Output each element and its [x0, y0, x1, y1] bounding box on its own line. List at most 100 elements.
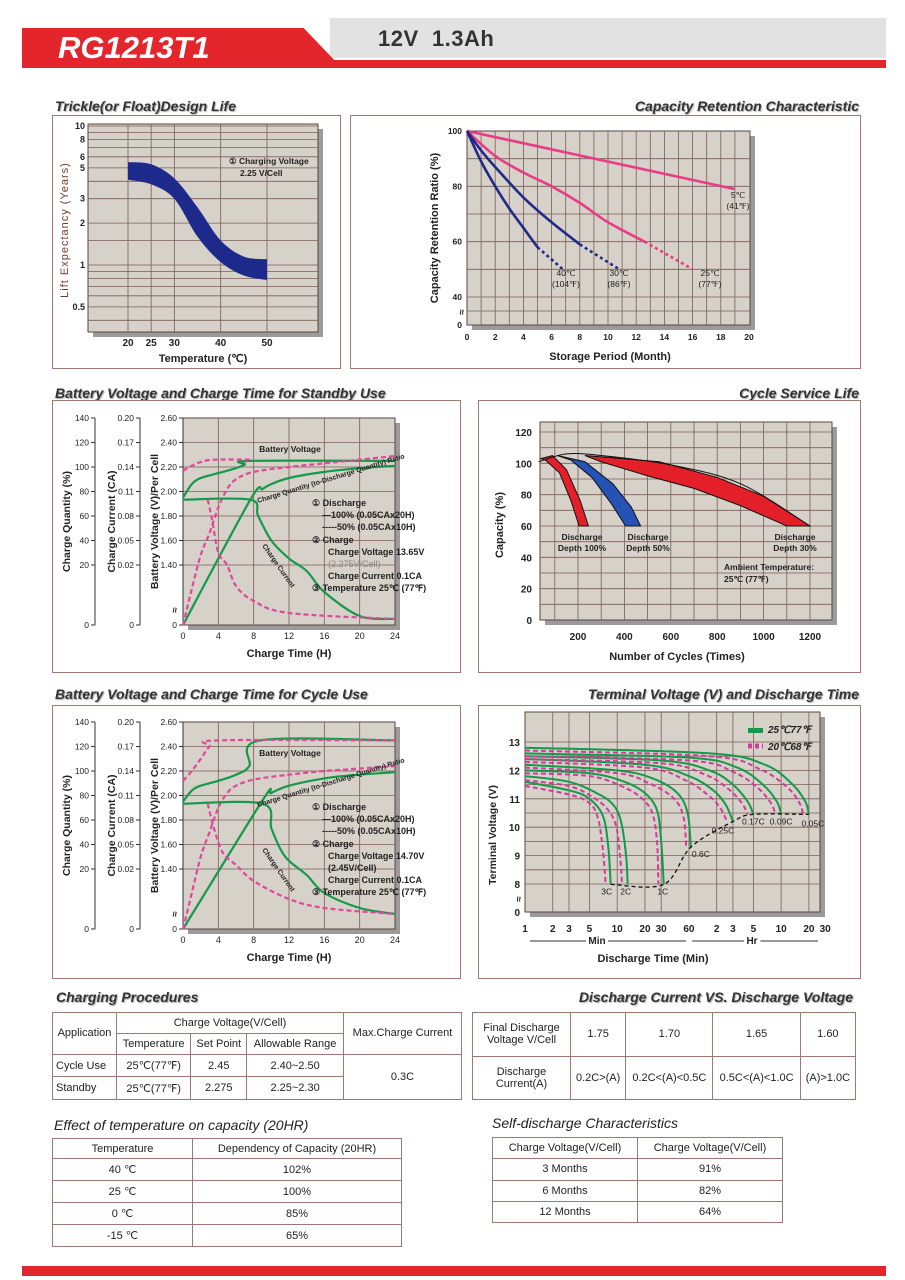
cycle-life-envelope [538, 452, 811, 527]
series-label: 40℃ [556, 268, 575, 278]
y-axis-label: Charge Current (CA) [106, 774, 118, 876]
x-axis-label: Storage Period (Month) [549, 351, 671, 363]
c-tick-label: 0 [129, 924, 134, 934]
y-tick-label: 60 [453, 237, 463, 247]
q-tick-label: 140 [75, 413, 89, 423]
x-axis-label: Discharge Time (Min) [597, 953, 708, 965]
x-tick-label: 20 [355, 631, 365, 641]
x-tick-label: 12 [631, 332, 641, 342]
curve-label: Battery Voltage [259, 748, 321, 758]
x-range-label: Hr [746, 936, 757, 947]
discharge-curve-20c [524, 785, 607, 885]
header-set-point: Set Point [190, 1032, 248, 1055]
x-tick-label: 4 [216, 631, 221, 641]
rate-label: 0.09C [770, 816, 793, 826]
charging-procedures-table: Application Charge Voltage(V/Cell) Max.C… [52, 1012, 462, 1101]
annotation-line: Charge Current 0.1CA [328, 875, 423, 885]
row-label: Discharge Current(A) [472, 1055, 571, 1100]
x-tick-label: 20 [639, 924, 651, 935]
series-label: 5℃ [731, 190, 746, 200]
q-tick-label: 100 [75, 462, 89, 472]
q-tick-label: 60 [80, 511, 90, 521]
axis-break-icon: ≈ [457, 309, 468, 315]
annotation-line: ① Discharge [312, 498, 366, 508]
rate-label: 2C [620, 886, 631, 896]
discharge-curve-25c [524, 769, 665, 885]
q-tick-label: 120 [75, 742, 89, 752]
band-label: Depth 30% [773, 543, 817, 553]
charge-quantity-curve-100 [182, 464, 396, 626]
y-tick-label: 10 [509, 823, 521, 834]
annotation-line: 25℃ (77℉) [724, 574, 769, 584]
x-tick-label: 30 [656, 924, 668, 935]
axis-break-icon: ≈ [170, 911, 181, 917]
y-tick-label: 60 [521, 522, 533, 533]
annotation-line: ② Charge [312, 535, 354, 545]
discharge-table-title: Discharge Current VS. Discharge Voltage [578, 989, 853, 1005]
application-cell: Standby [52, 1076, 117, 1100]
c-tick-label: 0.08 [117, 511, 134, 521]
q-tick-label: 20 [80, 560, 90, 570]
discharge-curve-25c [524, 763, 692, 848]
annotation-line: Charge Voltage 14.70V [328, 851, 424, 861]
table-row: 40 ℃ 102% [52, 1158, 402, 1182]
y-tick-label: 11 [509, 795, 520, 806]
c-tick-label: 0.11 [118, 791, 134, 801]
x-tick-label: 4 [216, 935, 221, 945]
x-tick-label: 50 [261, 338, 273, 349]
y-tick-label: 80 [521, 491, 533, 502]
c-tick-label: 0.20 [117, 413, 134, 423]
header-allowable-range: Allowable Range [246, 1032, 344, 1055]
y-tick-label: 20 [521, 585, 533, 596]
x-tick-label: 1200 [799, 632, 822, 643]
self-discharge-title: Self-discharge Characteristics [492, 1115, 678, 1131]
v-tick-label: 2.40 [160, 438, 177, 448]
row-label: Final Discharge Voltage V/Cell [472, 1012, 571, 1057]
series-label: (86℉) [607, 279, 630, 289]
table-row: 12 Months 64% [492, 1200, 783, 1224]
self-discharge-table: Charge Voltage(V/Cell) Charge Voltage(V/C… [492, 1136, 783, 1224]
cutoff-voltage-line [610, 813, 809, 888]
q-tick-label: 140 [75, 717, 89, 727]
discharge-curve-20c [524, 779, 624, 885]
retention-curve [465, 130, 581, 246]
y-tick-label: 0 [457, 320, 462, 330]
charge-current-curve-50 [206, 499, 396, 621]
y-axis-label: Capacity Retention Ratio (%) [429, 152, 441, 303]
x-tick-label: 16 [688, 332, 698, 342]
table-row: 25 ℃ 100% [52, 1180, 402, 1204]
table-row: -15 ℃ 65% [52, 1224, 402, 1247]
cycle-life-band [556, 455, 642, 527]
x-tick-label: 0 [180, 935, 185, 945]
y-tick-label: 80 [453, 181, 463, 191]
x-tick-label: 8 [577, 332, 582, 342]
life-expectancy-band [128, 162, 267, 280]
c-tick-label: 0.08 [117, 815, 134, 825]
capacity-cell: 91% [637, 1158, 783, 1181]
discharge-table: Final Discharge Voltage V/Cell 1.75 1.70… [472, 1012, 857, 1100]
x-tick-label: 20 [122, 338, 134, 349]
x-tick-label: 4 [521, 332, 526, 342]
v-tick-label: 1.80 [160, 815, 177, 825]
y-tick-label: 40 [453, 292, 463, 302]
table-row: Final Discharge Voltage V/Cell 1.75 1.70… [472, 1012, 857, 1057]
temperature-effect-title: Effect of temperature on capacity (20HR) [54, 1117, 309, 1133]
discharge-curve-25c [524, 758, 734, 822]
cycle-life-title: Cycle Service Life [739, 385, 859, 401]
q-tick-label: 40 [80, 536, 90, 546]
y-tick-label: 0 [514, 908, 520, 919]
v-tick-label: 2.20 [160, 766, 177, 776]
float-life-title: Trickle(or Float)Design Life [55, 98, 236, 114]
x-tick-label: 2 [550, 924, 556, 935]
y-tick-label: 6 [80, 152, 85, 162]
y-axis-label: Capacity (%) [494, 492, 506, 558]
y-axis-label: Charge Current (CA) [106, 470, 118, 572]
range-cell: 2.25~2.30 [246, 1076, 344, 1100]
band-label: Discharge [627, 532, 668, 542]
y-axis-label: Charge Quantity (%) [61, 471, 73, 572]
table-row: 6 Months 82% [492, 1179, 783, 1202]
x-tick-label: 8 [251, 935, 256, 945]
c-tick-label: 0.14 [117, 766, 134, 776]
y-tick-label: 8 [514, 880, 520, 891]
